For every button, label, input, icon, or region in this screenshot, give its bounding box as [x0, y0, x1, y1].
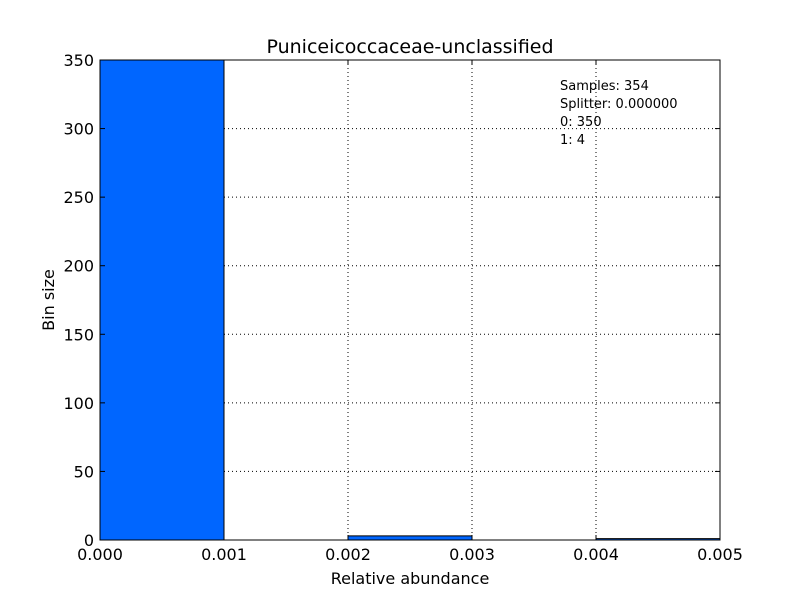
annotation-line: 1: 4: [560, 133, 585, 148]
stats-annotation: Samples: 354 Splitter: 0.000000 0: 350 1: 4: [560, 79, 678, 148]
x-tick-label: 0.001: [201, 545, 247, 564]
annotation-line: Splitter: 0.000000: [560, 97, 678, 112]
y-tick-label: 200: [63, 257, 94, 276]
y-tick-labels: 0 50 100 150 200 250 300 350: [63, 51, 94, 550]
annotation-line: Samples: 354: [560, 79, 649, 94]
histogram-bar: [99, 59, 225, 541]
plot-frame: [99, 59, 721, 541]
y-tick-label: 250: [63, 188, 94, 207]
histogram-bars: [99, 59, 721, 541]
y-tick-label: 300: [63, 120, 94, 139]
x-axis-label: Relative abundance: [331, 569, 490, 588]
histogram-bar: [347, 535, 473, 541]
x-tick-label: 0.003: [449, 545, 495, 564]
x-tick-label: 0.005: [697, 545, 743, 564]
y-tick-label: 0: [84, 531, 94, 550]
y-axis-label: Bin size: [39, 269, 58, 331]
annotation-line: 0: 350: [560, 115, 602, 130]
x-tick-label: 0.004: [573, 545, 619, 564]
y-tick-label: 150: [63, 325, 94, 344]
x-tick-labels: 0.000 0.001 0.002 0.003 0.004 0.005: [77, 545, 743, 564]
x-tick-label: 0.000: [77, 545, 123, 564]
chart-title: Puniceicoccaceae-unclassified: [266, 36, 553, 58]
y-tick-label: 350: [63, 51, 94, 70]
y-tick-label: 100: [63, 394, 94, 413]
y-tick-label: 50: [74, 462, 94, 481]
x-tick-label: 0.002: [325, 545, 371, 564]
grid-lines: [100, 60, 720, 540]
axis-ticks: [99, 59, 721, 541]
